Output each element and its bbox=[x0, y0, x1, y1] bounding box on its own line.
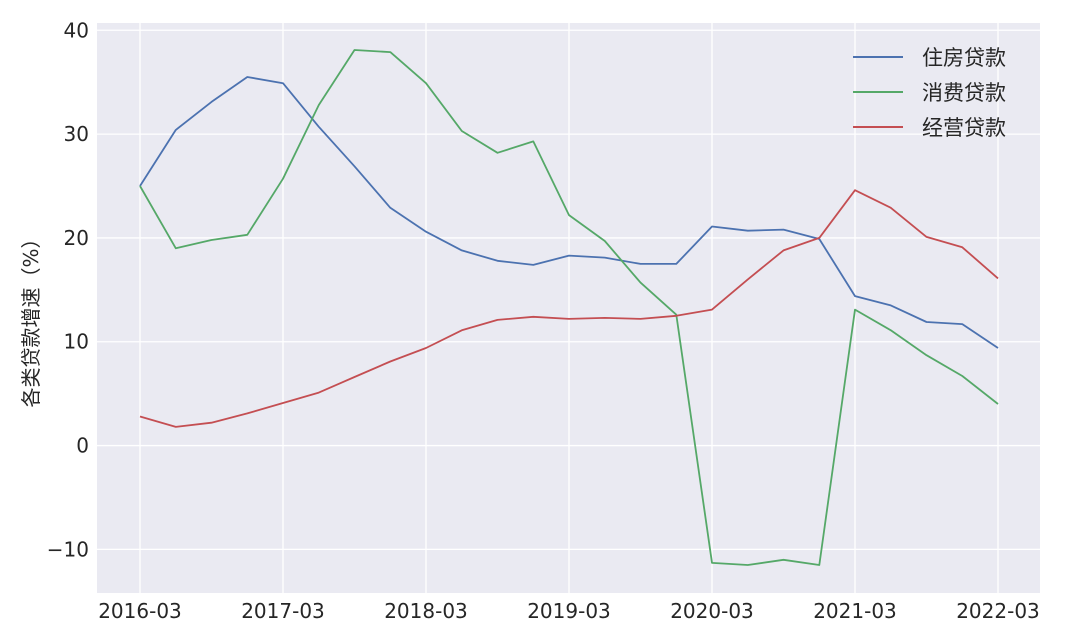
series-lines bbox=[139, 49, 999, 566]
y-tick-label: −10 bbox=[47, 537, 89, 561]
x-tick-label: 2021-03 bbox=[813, 599, 897, 623]
grid-lines bbox=[97, 23, 1040, 593]
x-tick-labels: 2016-03 2017-03 2018-03 2019-03 2020-03 2021-… bbox=[98, 599, 1040, 623]
legend-label: 住房贷款 bbox=[922, 46, 1006, 70]
x-tick-label: 2018-03 bbox=[384, 599, 468, 623]
y-tick-label: 20 bbox=[64, 226, 89, 250]
x-tick-label: 2019-03 bbox=[527, 599, 611, 623]
y-tick-label: 30 bbox=[64, 122, 89, 146]
series-line bbox=[139, 49, 999, 566]
legend-label: 消费贷款 bbox=[922, 81, 1006, 105]
series-line bbox=[139, 189, 999, 428]
x-tick-label: 2020-03 bbox=[670, 599, 754, 623]
x-tick-label: 2016-03 bbox=[98, 599, 182, 623]
legend-label: 经营贷款 bbox=[922, 116, 1006, 140]
y-tick-labels: −10 0 10 20 30 40 bbox=[47, 18, 89, 561]
x-tick-label: 2017-03 bbox=[241, 599, 325, 623]
y-tick-label: 40 bbox=[64, 18, 89, 42]
x-tick-label: 2022-03 bbox=[956, 599, 1040, 623]
series-line bbox=[139, 76, 999, 349]
y-axis-label: 各类贷款增速（%） bbox=[19, 228, 43, 407]
y-tick-label: 10 bbox=[64, 330, 89, 354]
y-tick-label: 0 bbox=[76, 434, 89, 458]
